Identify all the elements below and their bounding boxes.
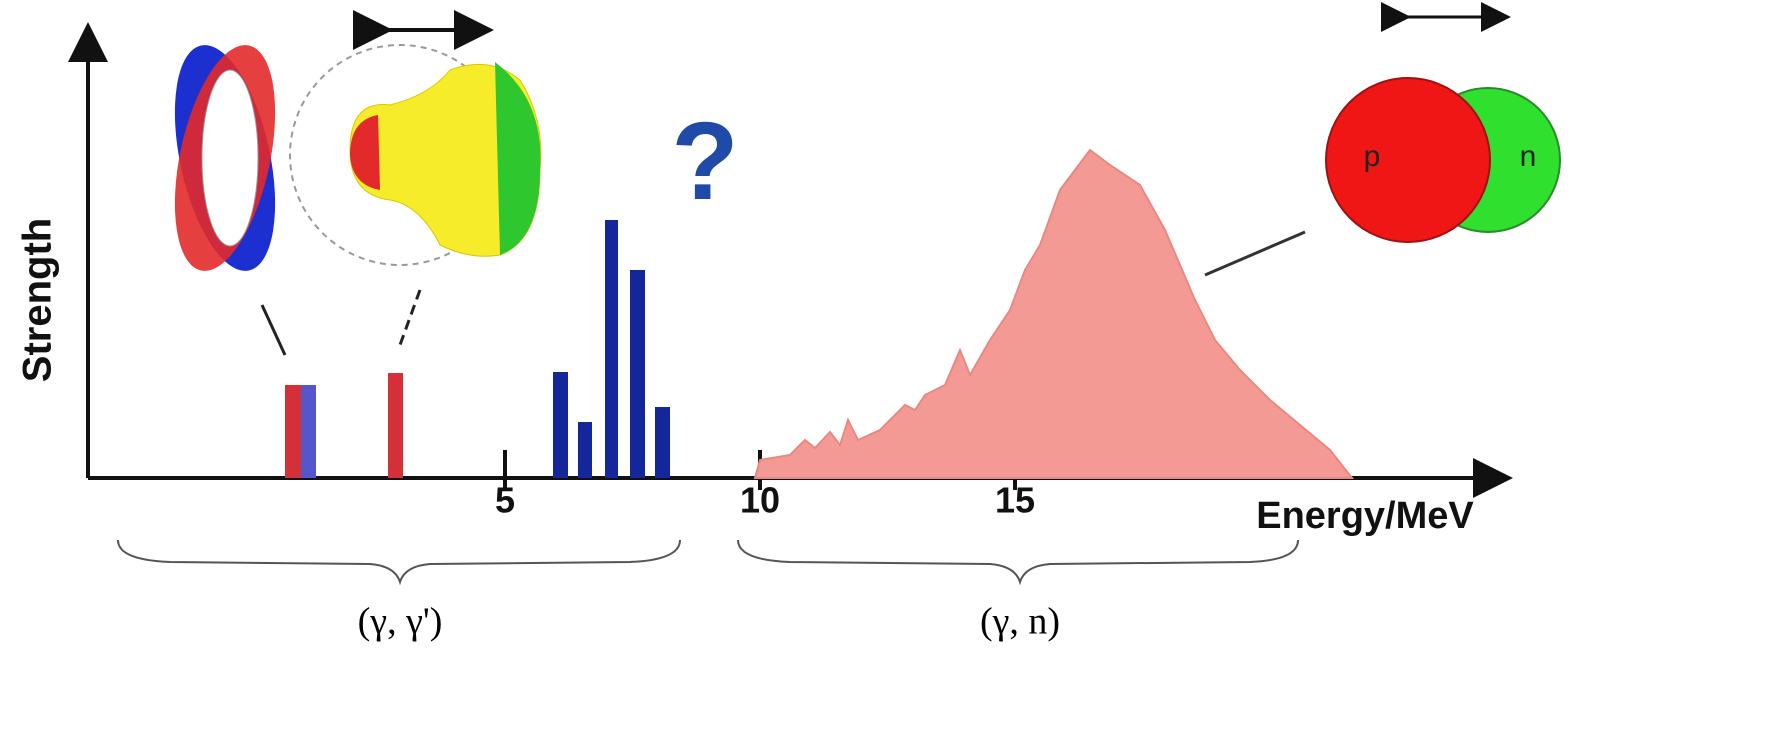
x-tick-label: 5 <box>495 480 515 521</box>
bar <box>553 372 568 478</box>
region-label: (γ, n) <box>980 601 1060 643</box>
diagram: Strength Energy/MeV 51015 ? p n (γ, γ') … <box>0 0 1788 741</box>
pointer <box>262 305 285 355</box>
bar <box>578 422 592 478</box>
brace <box>738 540 1298 582</box>
x-tick-label: 10 <box>740 480 780 521</box>
bar <box>630 270 645 478</box>
bar <box>301 385 316 478</box>
pygmy-mode-icon <box>290 45 541 265</box>
bar <box>605 220 618 478</box>
bar <box>285 385 301 478</box>
proton-sphere <box>1326 78 1490 242</box>
scissors-mode-icon <box>157 36 293 280</box>
proton-label: p <box>1364 140 1381 173</box>
giant-resonance-peak <box>755 150 1352 478</box>
x-tick-label: 15 <box>995 480 1035 521</box>
x-axis-label: Energy/MeV <box>1256 495 1474 537</box>
bar <box>388 373 403 478</box>
question-mark: ? <box>671 100 738 223</box>
y-axis-label: Strength <box>16 218 60 382</box>
neutron-label: n <box>1520 140 1537 173</box>
pointer <box>1205 232 1305 275</box>
pointer <box>400 290 420 345</box>
bar <box>655 407 670 478</box>
region-label: (γ, γ') <box>358 601 443 643</box>
brace <box>118 540 680 582</box>
